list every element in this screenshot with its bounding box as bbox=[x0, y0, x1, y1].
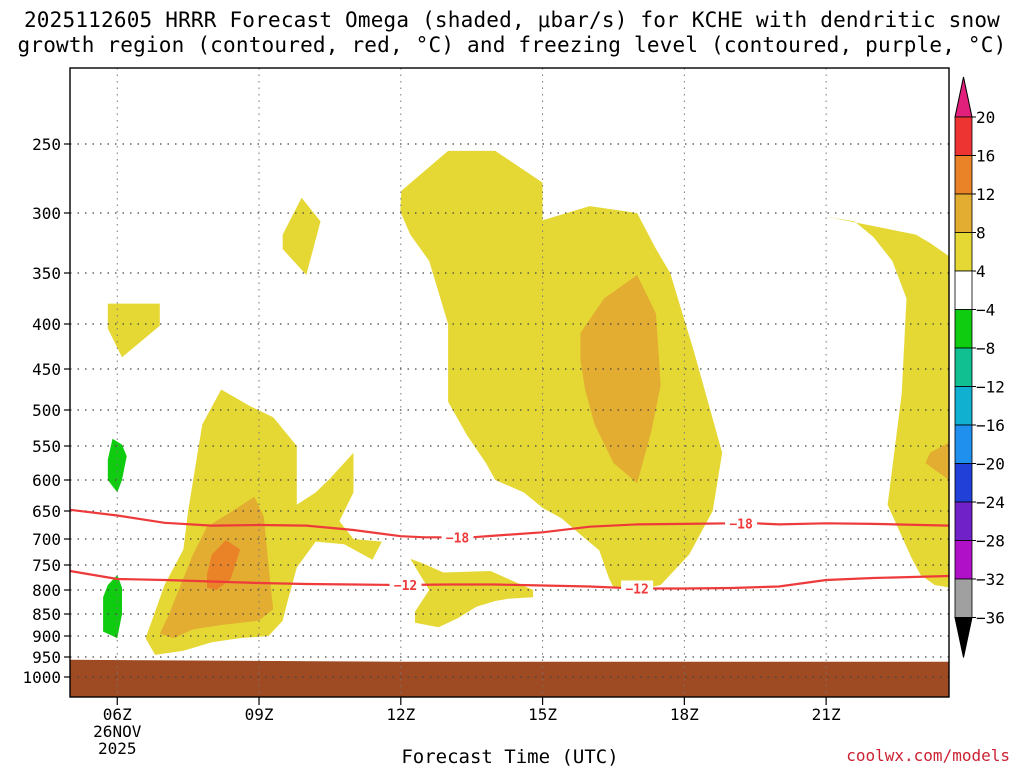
colorbar-label-9: −20 bbox=[976, 455, 1005, 474]
x-tick-label-18Z: 18Z bbox=[670, 705, 699, 724]
y-tick-label-750: 750 bbox=[32, 556, 61, 575]
omega-region-4 bbox=[207, 540, 241, 590]
y-tick-label-300: 300 bbox=[32, 204, 61, 223]
ground-layer bbox=[70, 659, 949, 697]
colorbar-swatch-12 bbox=[954, 578, 973, 618]
title-line-1: 2025112605 HRRR Forecast Omega (shaded, … bbox=[23, 8, 1001, 32]
colorbar-swatch-4 bbox=[954, 270, 973, 310]
contour-label-bg-1-1 bbox=[621, 580, 654, 597]
colorbar-label-1: 16 bbox=[976, 147, 995, 166]
contour-label-0-1: −18 bbox=[729, 517, 753, 532]
x-tick-year: 2025 bbox=[98, 739, 137, 758]
y-tick-label-250: 250 bbox=[32, 135, 61, 154]
x-tick-label-09Z: 09Z bbox=[245, 705, 274, 724]
x-axis-label: Forecast Time (UTC) bbox=[401, 746, 619, 768]
omega-region-8 bbox=[826, 216, 949, 588]
contour-label-1-1: −12 bbox=[625, 583, 648, 598]
omega-region-0 bbox=[400, 150, 723, 590]
colorbar-label-4: 4 bbox=[976, 262, 986, 281]
colorbar-label-12: −32 bbox=[976, 570, 1005, 589]
x-tick-label-12Z: 12Z bbox=[386, 705, 415, 724]
colorbar-swatch-10 bbox=[954, 501, 973, 541]
colorbar-label-0: 20 bbox=[976, 108, 995, 127]
colorbar-swatch-0 bbox=[954, 116, 973, 156]
colorbar-label-8: −16 bbox=[976, 416, 1005, 435]
y-tick-label-500: 500 bbox=[32, 401, 61, 420]
colorbar-label-2: 12 bbox=[976, 185, 995, 204]
y-tick-label-650: 650 bbox=[32, 502, 61, 521]
contour-label-1-0: −12 bbox=[394, 579, 417, 594]
y-tick-label-950: 950 bbox=[32, 648, 61, 667]
omega-shading bbox=[103, 150, 949, 655]
y-axis: 250 300 350 400 450 500 550 600 650 700 750 800 850 9… bbox=[22, 135, 70, 687]
omega-region-5 bbox=[107, 303, 160, 358]
colorbar-label-5: −4 bbox=[976, 301, 995, 320]
y-tick-label-350: 350 bbox=[32, 264, 61, 283]
ground-terrain bbox=[70, 659, 949, 697]
contour-label-0-0: −18 bbox=[446, 531, 470, 546]
colorbar-swatch-8 bbox=[954, 424, 973, 464]
colorbar-swatch-7 bbox=[954, 386, 973, 426]
colorbar-label-3: 8 bbox=[976, 224, 986, 243]
colorbar-swatch-5 bbox=[954, 309, 973, 349]
omega-region-6 bbox=[282, 197, 321, 275]
colorbar-swatch-9 bbox=[954, 463, 973, 503]
y-tick-label-800: 800 bbox=[32, 581, 61, 600]
y-tick-label-850: 850 bbox=[32, 605, 61, 624]
temperature-contours: −18 −18 −12 −12 bbox=[69, 508, 950, 598]
colorbar-under-triangle bbox=[954, 617, 973, 658]
y-tick-label-700: 700 bbox=[32, 530, 61, 549]
colorbar-label-11: −28 bbox=[976, 532, 1005, 551]
x-tick-label-15Z: 15Z bbox=[528, 705, 557, 724]
contour-line-1 bbox=[69, 569, 950, 590]
colorbar-label-13: −36 bbox=[976, 609, 1005, 628]
plot-frame bbox=[69, 67, 950, 698]
colorbar-swatch-3 bbox=[954, 232, 973, 272]
y-tick-label-550: 550 bbox=[32, 437, 61, 456]
colorbar: 20 16 12 8 4 −4 −8 −12 −16 −20 −24 −28 −32 −36 bbox=[954, 76, 1005, 658]
colorbar-swatch-2 bbox=[954, 193, 973, 233]
contour-line-0 bbox=[69, 508, 950, 539]
colorbar-swatch-6 bbox=[954, 347, 973, 387]
omega-region-1 bbox=[580, 275, 661, 484]
omega-region-11 bbox=[103, 575, 122, 639]
colorbar-swatch-1 bbox=[954, 155, 973, 195]
x-tick-date: 26NOV bbox=[93, 722, 142, 741]
colorbar-label-6: −8 bbox=[976, 339, 995, 358]
grid bbox=[70, 68, 949, 697]
omega-region-7 bbox=[410, 558, 534, 628]
credit-text: coolwx.com/models bbox=[846, 746, 1010, 765]
y-tick-label-400: 400 bbox=[32, 315, 61, 334]
omega-region-9 bbox=[925, 442, 949, 480]
x-tick-label-06Z: 06Z bbox=[103, 705, 132, 724]
y-tick-label-450: 450 bbox=[32, 360, 61, 379]
y-tick-label-1000: 1000 bbox=[22, 668, 61, 687]
colorbar-label-7: −12 bbox=[976, 378, 1005, 397]
colorbar-swatch-11 bbox=[954, 540, 973, 580]
x-tick-label-21Z: 21Z bbox=[812, 705, 841, 724]
contour-label-bg-0-1 bbox=[725, 515, 758, 532]
title-line-2: growth region (contoured, red, °C) and f… bbox=[17, 33, 1007, 57]
contour-label-bg-1-0 bbox=[389, 577, 422, 593]
contour-label-bg-0-0 bbox=[441, 529, 474, 546]
y-tick-label-900: 900 bbox=[32, 627, 61, 646]
colorbar-over-triangle bbox=[954, 76, 973, 118]
y-tick-label-600: 600 bbox=[32, 471, 61, 490]
colorbar-label-10: −24 bbox=[976, 493, 1005, 512]
